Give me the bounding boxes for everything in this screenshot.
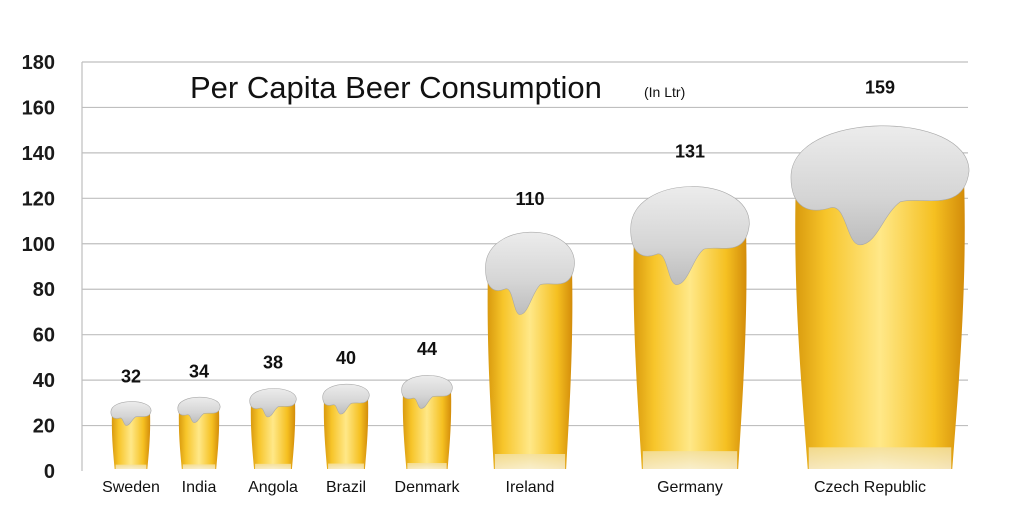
bar-germany: 131 [630,141,750,469]
foam-head [401,375,453,409]
beer-body [323,397,369,469]
bar-angola: 38 [249,353,297,469]
x-tick-label: Ireland [506,479,555,496]
y-tick-label: 20 [33,416,55,438]
data-label: 32 [121,366,141,386]
y-tick-label: 40 [33,370,55,392]
y-tick-label: 180 [22,52,55,74]
glass-base [808,447,952,469]
glass-base [328,463,364,469]
beer-body [111,411,151,469]
data-label: 40 [336,348,356,368]
chart-subtitle: (In Ltr) [644,84,685,100]
y-tick-label: 60 [33,325,55,347]
chart-title: Per Capita Beer Consumption [190,70,602,105]
beer-body [487,267,573,469]
foam-head [177,396,221,423]
foam-head [630,186,750,285]
glasses: 32 34 38 40 44 110 131 159 [110,78,970,469]
beer-body [178,408,220,469]
bar-brazil: 40 [322,348,370,469]
x-tick-label: Angola [248,479,298,496]
bar-india: 34 [177,362,221,469]
beer-body [250,400,296,469]
bar-czech-republic: 159 [790,78,970,469]
y-axis: 0 20 40 60 80 100 120 140 160 180 [22,52,83,483]
y-tick-label: 100 [22,234,55,256]
bar-sweden: 32 [110,366,152,469]
x-tick-label: Germany [657,479,723,496]
glass-base [182,464,216,469]
foam-head [790,125,970,246]
x-tick-label: Czech Republic [814,479,926,496]
x-tick-label: Brazil [326,479,366,496]
x-tick-label: Denmark [395,479,461,496]
data-label: 110 [515,189,544,209]
y-tick-label: 120 [22,188,55,210]
bar-ireland: 110 [485,189,575,469]
glass-base [115,464,147,469]
data-label: 38 [263,353,283,373]
y-tick-label: 80 [33,279,55,301]
data-label: 34 [189,362,209,382]
data-label: 44 [417,339,437,359]
bar-denmark: 44 [401,339,453,469]
foam-head [249,388,297,418]
foam-head [322,383,370,415]
beer-body [633,229,747,469]
glass-base [255,463,291,469]
glass-base [642,451,738,469]
beer-body [795,177,965,469]
data-label: 159 [865,78,895,98]
x-tick-label: Sweden [102,479,160,496]
foam-head [110,401,152,426]
beer-body [402,389,452,469]
y-tick-label: 160 [22,97,55,119]
foam-head [485,231,575,315]
y-tick-label: 0 [44,461,55,483]
x-tick-label: India [182,479,217,496]
glass-base [494,454,566,469]
glass-base [407,463,447,469]
x-axis: Sweden India Angola Brazil Denmark Ireland Ger… [102,479,926,496]
y-tick-label: 140 [22,143,55,165]
data-label: 131 [675,141,705,161]
